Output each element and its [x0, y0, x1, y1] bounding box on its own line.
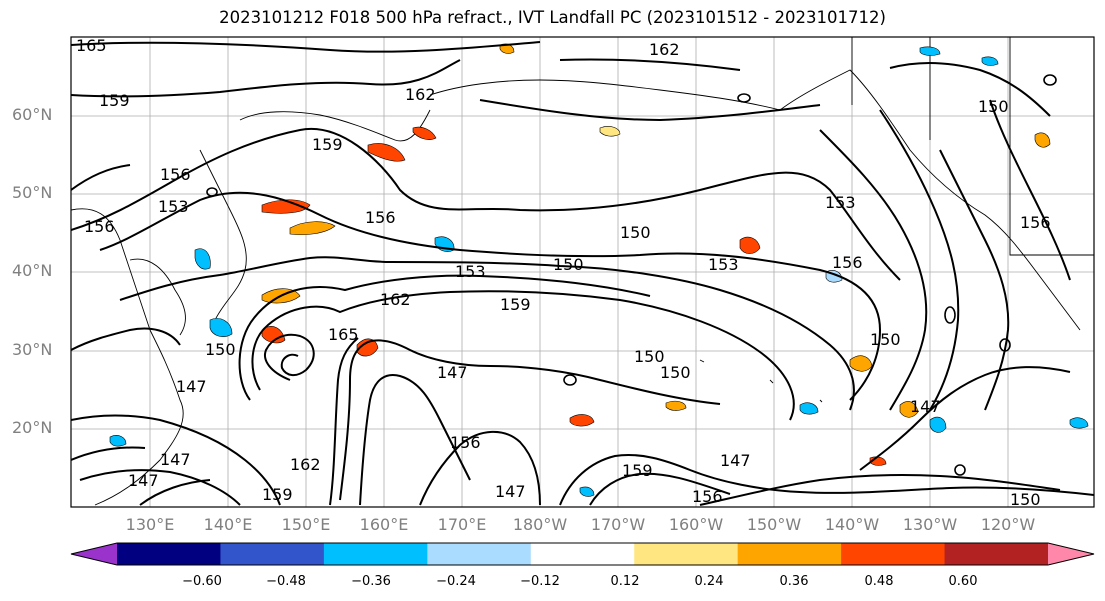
- contour-label: 159: [99, 91, 130, 110]
- contour-label: 156: [160, 165, 191, 184]
- contour-label: 150: [553, 255, 584, 274]
- contour-label: 147: [160, 450, 191, 469]
- contour-label: 156: [1020, 213, 1051, 232]
- colorbar-tick-label: −0.12: [520, 574, 560, 589]
- colorbar-box: [530, 543, 635, 565]
- colorbar-box: [634, 543, 739, 565]
- lat-label-40n: 40°N: [12, 261, 53, 280]
- contour-label: 162: [380, 290, 411, 309]
- colorbar-box: [737, 543, 842, 565]
- lat-label-50n: 50°N: [12, 183, 53, 202]
- colorbar-tick-label: −0.60: [182, 574, 222, 589]
- colorbar-tick-label: 0.48: [864, 574, 894, 589]
- colorbar-tick-label: −0.48: [266, 574, 306, 589]
- contour-label: 147: [495, 482, 526, 501]
- contour-label: 150: [660, 363, 691, 382]
- contour-label: 165: [328, 325, 359, 344]
- lon-label: 140°E: [203, 515, 253, 534]
- contour-label: 156: [84, 217, 115, 236]
- contour-label: 162: [290, 455, 321, 474]
- contour-label: 147: [720, 451, 751, 470]
- lon-label: 160°E: [359, 515, 409, 534]
- colorbar-tick-label: −0.36: [351, 574, 391, 589]
- colorbar-tick-label: 0.36: [779, 574, 809, 589]
- contour-label: 165: [76, 36, 107, 55]
- lon-label: 170°E: [437, 515, 487, 534]
- contour-label: 150: [620, 223, 651, 242]
- contour-label: 147: [128, 471, 159, 490]
- contour-label: 153: [158, 197, 189, 216]
- height-contours: [71, 41, 1094, 506]
- contour-label: 150: [205, 340, 236, 359]
- contour-label: 159: [312, 135, 343, 154]
- colorbar-right-extension: [1048, 543, 1094, 565]
- colorbar-tick-label: 0.12: [610, 574, 640, 589]
- contour-label: 159: [500, 295, 531, 314]
- contour-label: 150: [978, 97, 1009, 116]
- contour-label: 147: [910, 397, 941, 416]
- colorbar-tick-label: 0.60: [948, 574, 978, 589]
- lon-label: 120°W: [980, 515, 1036, 534]
- colorbar-outline: [70, 542, 1095, 566]
- contour-label: 156: [450, 433, 481, 452]
- colorbar-tick-label: −0.24: [436, 574, 476, 589]
- contour-label: 150: [870, 330, 901, 349]
- lon-label: 130°W: [902, 515, 958, 534]
- lon-label: 140°W: [824, 515, 880, 534]
- contour-label: 156: [692, 487, 723, 506]
- colorbar-box: [841, 543, 946, 565]
- map-border: [70, 36, 1095, 508]
- contour-label: 159: [262, 485, 293, 504]
- anomaly-fills: [109, 43, 1089, 497]
- map-title: 2023101212 F018 500 hPa refract., IVT La…: [219, 8, 886, 27]
- contour-label: 147: [437, 363, 468, 382]
- contour-label: 159: [622, 461, 653, 480]
- colorbar-box: [117, 543, 221, 565]
- lon-label: 180°W: [512, 515, 568, 534]
- contour-label: 150: [1010, 490, 1041, 509]
- lon-label: 160°W: [668, 515, 724, 534]
- contour-label: 156: [365, 208, 396, 227]
- lat-label-60n: 60°N: [12, 105, 53, 124]
- contour-label: 162: [649, 40, 680, 59]
- contour-label: 150: [634, 347, 665, 366]
- small-contours: [206, 74, 1057, 476]
- contour-label: 153: [825, 193, 856, 212]
- colorbar-left-extension: [71, 543, 117, 565]
- colorbar: [70, 542, 1095, 566]
- lon-label: 130°E: [125, 515, 175, 534]
- contour-label: 156: [832, 253, 863, 272]
- lon-label: 150°W: [746, 515, 802, 534]
- colorbar-tick-label: 0.24: [694, 574, 724, 589]
- colorbar-box: [944, 543, 1049, 565]
- colorbar-box: [323, 543, 428, 565]
- colorbar-boxes: [117, 543, 1049, 565]
- contour-label: 153: [708, 255, 739, 274]
- colorbar-box: [220, 543, 325, 565]
- contour-label: 162: [405, 85, 436, 104]
- lon-label: 170°W: [590, 515, 646, 534]
- lon-label: 150°E: [281, 515, 331, 534]
- lat-label-30n: 30°N: [12, 340, 53, 359]
- contour-label: 153: [455, 262, 486, 281]
- contour-label: 147: [176, 377, 207, 396]
- colorbar-box: [427, 543, 532, 565]
- lat-label-20n: 20°N: [12, 418, 53, 437]
